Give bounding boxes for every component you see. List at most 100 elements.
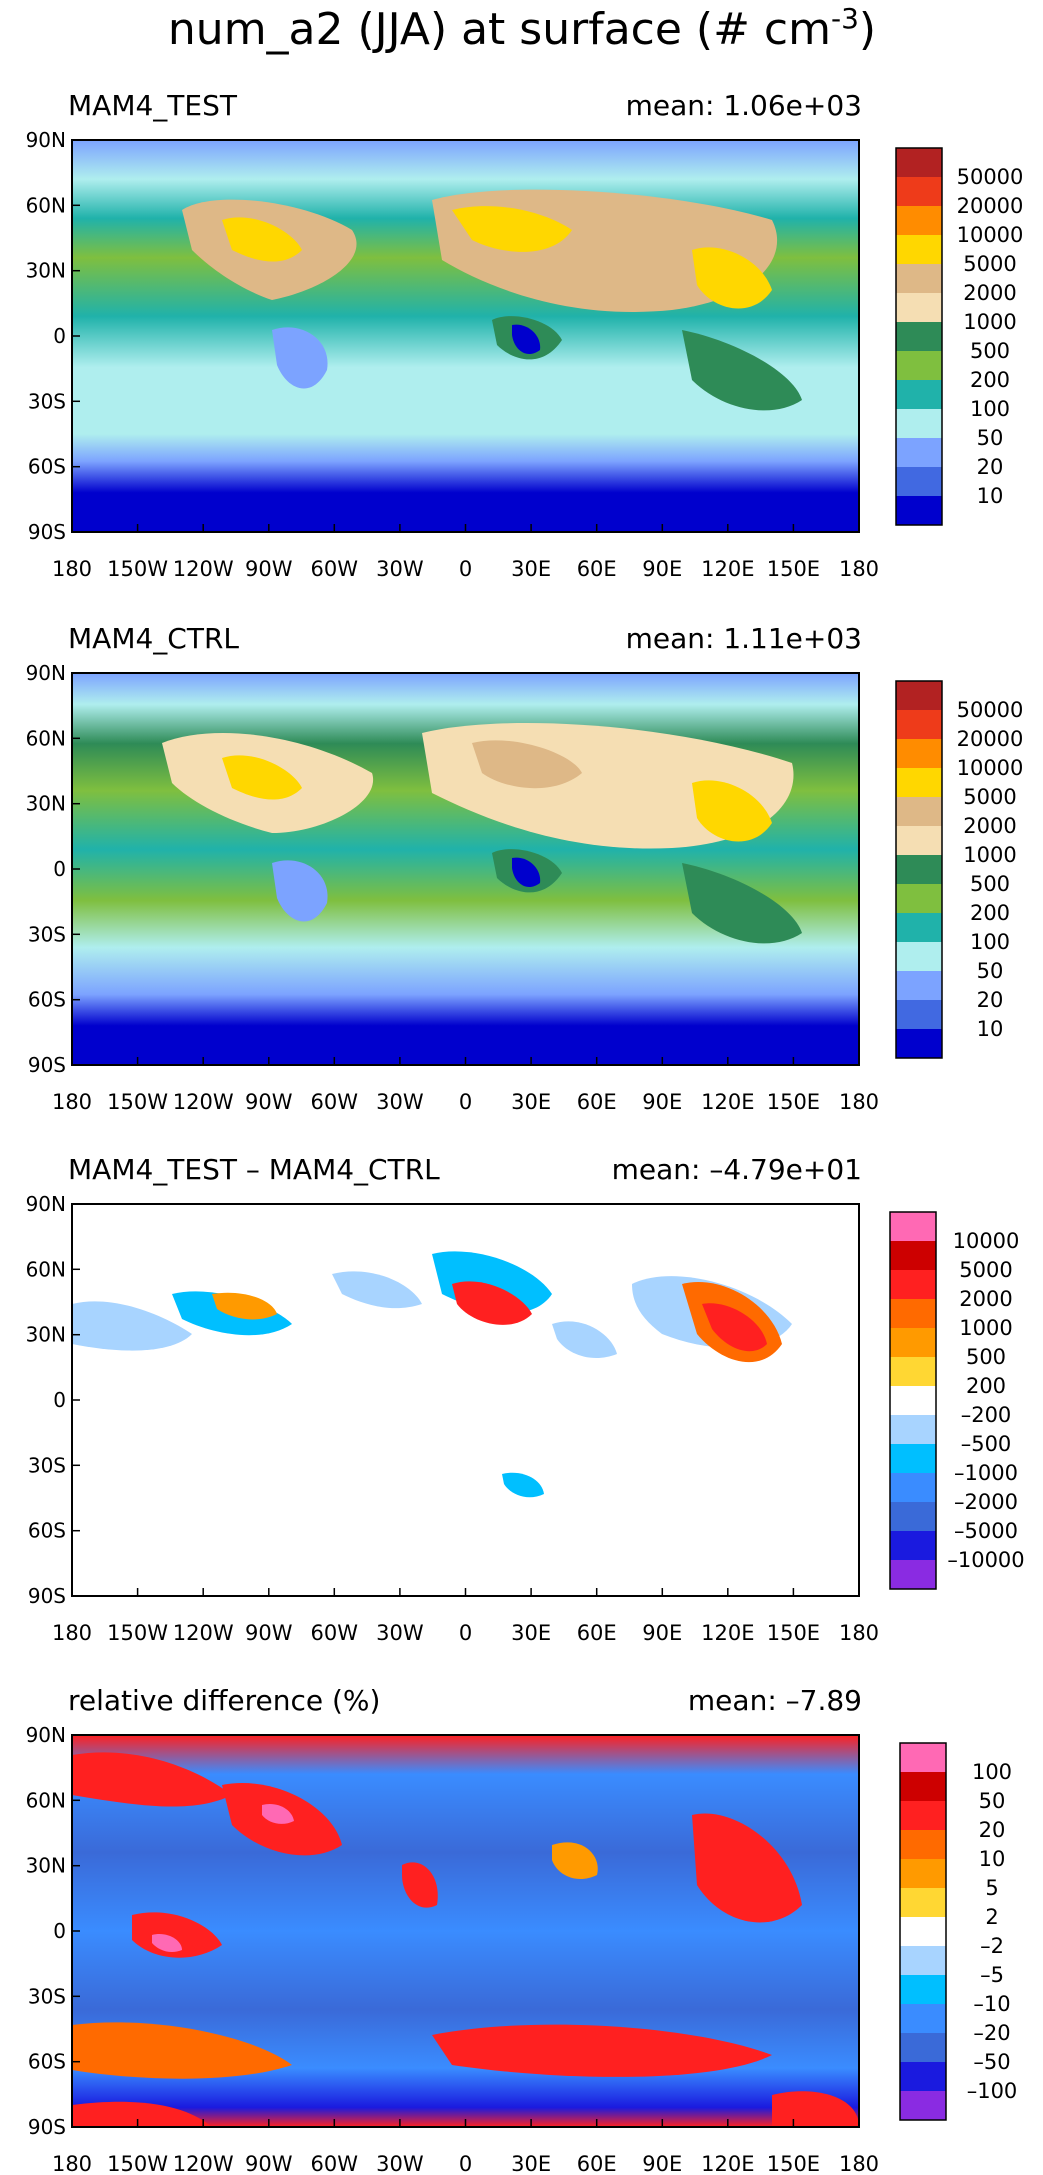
y-tick-label: 90N [26,128,66,152]
x-tick-label: 120E [701,557,754,581]
y-tick-label: 60S [28,2050,66,2074]
panel-subtitle: MAM4_TEST – MAM4_CTRL [68,1153,440,1186]
relative-difference-blob [552,1842,598,1880]
y-tick-label: 90S [28,2115,66,2139]
colorbar-box [896,293,942,322]
colorbar-label: 10 [977,484,1004,508]
colorbar-label: 500 [970,339,1010,363]
colorbar-label: 2000 [963,814,1016,838]
panel-subtitle: MAM4_CTRL [68,622,239,655]
colorbar-label: 5000 [959,1258,1012,1282]
colorbar-label: –2000 [954,1490,1018,1514]
x-tick-labels: 180 150W 120W 90W 60W 30W 0 30E 60E 90E … [52,1090,879,1114]
panel-mean: mean: –7.89 [688,1684,862,1717]
x-tick-labels: 180 150W 120W 90W 60W 30W 0 30E 60E 90E … [52,557,879,581]
y-tick-label: 30N [26,1323,66,1347]
y-tick-label: 60S [28,455,66,479]
y-tick-marks [72,672,80,1066]
colorbar-box [890,1357,936,1386]
colorbar-box [900,2033,946,2062]
x-tick-label: 60W [311,2152,359,2175]
x-tick-marks [71,1588,860,1596]
y-tick-label: 0 [53,1919,66,1943]
y-tick-label: 60S [28,1519,66,1543]
x-tick-label: 180 [839,1090,879,1114]
x-tick-label: 120E [701,1621,754,1645]
panel-mean: mean: 1.06e+03 [626,89,862,122]
concentration-blob [512,857,541,888]
x-tick-label: 120W [173,2152,234,2175]
colorbar-label: 10000 [953,1229,1020,1253]
x-tick-label: 60E [577,1090,617,1114]
y-tick-label: 90N [26,1723,66,1747]
colorbar-label: –100 [967,2079,1018,2103]
colorbar-box [896,409,942,438]
x-tick-label: 180 [52,557,92,581]
figure-title-superscript: -3 [831,2,859,35]
x-tick-label: 30W [376,557,424,581]
x-tick-label: 30E [511,557,551,581]
colorbar-box [896,351,942,380]
colorbar-label: 50000 [957,165,1024,189]
y-tick-label: 0 [53,857,66,881]
colorbar-box [896,826,942,855]
difference-blob [452,1281,532,1325]
x-tick-label: 180 [839,2152,879,2175]
y-tick-marks [72,1203,80,1597]
colorbar-label: 20 [977,988,1004,1012]
difference-blob [212,1292,277,1320]
difference-blob [502,1472,544,1498]
colorbar-box [896,710,942,739]
x-tick-label: 90E [642,1621,682,1645]
colorbar-box [896,235,942,264]
colorbar-box [890,1502,936,1531]
colorbar-label: –5000 [954,1519,1018,1543]
x-tick-label: 90E [642,557,682,581]
x-tick-label: 120E [701,1090,754,1114]
x-tick-label: 150E [767,2152,820,2175]
colorbar-label: 20 [977,455,1004,479]
x-tick-label: 120W [173,1621,234,1645]
concentration-blob [692,247,772,309]
y-tick-label: 0 [53,1388,66,1412]
colorbar-label: –500 [961,1432,1012,1456]
colorbar-box [900,2004,946,2033]
x-tick-label: 150E [767,557,820,581]
x-tick-label: 180 [52,1090,92,1114]
colorbar-frame [895,680,943,1059]
colorbar-box [890,1444,936,1473]
difference-blob [702,1303,767,1352]
colorbar-box [900,1801,946,1830]
relative-difference-blob [262,1803,294,1824]
x-tick-label: 0 [459,557,472,581]
colorbar-box [896,739,942,768]
y-tick-label: 90S [28,520,66,544]
colorbar-label: 50 [977,959,1004,983]
y-tick-labels: 90N 60N 30N 0 30S 60S 90S [26,1192,66,1608]
colorbar-label: –50 [973,2050,1010,2074]
colorbar-frame [889,1211,937,1590]
colorbar-label: 50000 [957,698,1024,722]
x-tick-label: 180 [52,1621,92,1645]
colorbar-box [900,1830,946,1859]
x-tick-label: 150W [107,1621,168,1645]
x-tick-marks [71,524,860,532]
colorbar-box [900,1772,946,1801]
relative-difference-blob [152,1934,182,1953]
x-tick-label: 90W [245,1621,293,1645]
colorbar: 10000 5000 2000 1000 500 200 –200 –500 –… [889,1211,1025,1590]
colorbar-box [896,177,942,206]
panel-difference: MAM4_TEST – MAM4_CTRL mean: –4.79e+01 [26,1153,1025,1645]
y-tick-labels: 90N 60N 30N 0 30S 60S 90S [26,128,66,544]
colorbar-label: 2000 [963,281,1016,305]
colorbar-box [896,1029,942,1058]
colorbar: 100 50 20 10 5 2 –2 –5 –10 –20 –50 –100 [899,1742,1018,2121]
colorbar-box [890,1386,936,1415]
colorbar-label: 10000 [957,223,1024,247]
x-tick-label: 150E [767,1090,820,1114]
relative-difference-blob [402,1862,438,1908]
x-tick-label: 30E [511,2152,551,2175]
colorbar-label: 1000 [963,310,1016,334]
x-tick-label: 150E [767,1621,820,1645]
